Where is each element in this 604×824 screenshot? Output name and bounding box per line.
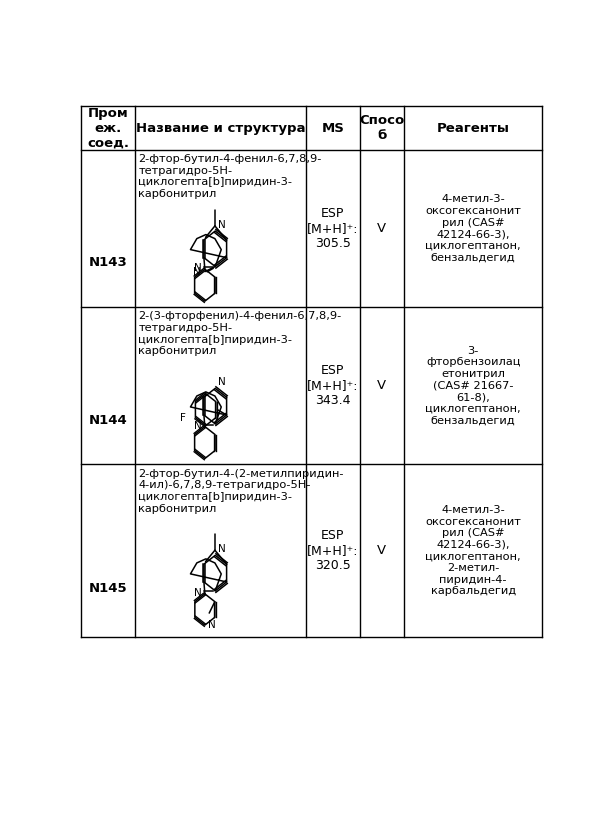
Text: 3-
фторбензоилац
етонитрил
(CAS# 21667-
61-8),
циклогептанон,
бензальдегид: 3- фторбензоилац етонитрил (CAS# 21667- … bbox=[425, 346, 521, 425]
Text: 4-метил-3-
оксогексанонит
рил (CAS#
42124-66-3),
циклогептанон,
2-метил-
пиридин: 4-метил-3- оксогексанонит рил (CAS# 4212… bbox=[425, 505, 521, 597]
Text: Пром
еж.
соед.: Пром еж. соед. bbox=[87, 106, 129, 150]
Text: N: N bbox=[218, 220, 226, 230]
Text: 2-фтор-бутил-4-фенил-6,7,8,9-
тетрагидро-5Н-
циклогепта[b]пиридин-3-
карбонитрил: 2-фтор-бутил-4-фенил-6,7,8,9- тетрагидро… bbox=[138, 154, 321, 199]
Text: 2-фтор-бутил-4-(2-метилпиридин-
4-ил)-6,7,8,9-тетрагидро-5Н-
циклогепта[b]пириди: 2-фтор-бутил-4-(2-метилпиридин- 4-ил)-6,… bbox=[138, 469, 344, 513]
Text: 2-(3-фторфенил)-4-фенил-6,7,8,9-
тетрагидро-5Н-
циклогепта[b]пиридин-3-
карбонит: 2-(3-фторфенил)-4-фенил-6,7,8,9- тетраги… bbox=[138, 311, 341, 356]
Text: N143: N143 bbox=[89, 256, 127, 269]
Text: V: V bbox=[378, 544, 387, 557]
Text: N: N bbox=[218, 377, 226, 387]
Text: N: N bbox=[218, 544, 226, 554]
Text: Название и структура: Название и структура bbox=[136, 122, 305, 134]
Text: V: V bbox=[378, 379, 387, 392]
Text: N144: N144 bbox=[89, 414, 127, 427]
Text: 4-метил-3-
оксогексанонит
рил (CAS#
42124-66-3),
циклогептанон,
бензальдегид: 4-метил-3- оксогексанонит рил (CAS# 4212… bbox=[425, 194, 521, 262]
Text: ESP
[M+H]⁺:
320.5: ESP [M+H]⁺: 320.5 bbox=[307, 529, 358, 572]
Text: N: N bbox=[194, 421, 201, 431]
Text: N: N bbox=[194, 264, 201, 274]
Text: N: N bbox=[194, 588, 201, 597]
Text: F: F bbox=[180, 413, 186, 423]
Text: N: N bbox=[208, 620, 216, 630]
Text: Реагенты: Реагенты bbox=[437, 122, 510, 134]
Text: N145: N145 bbox=[89, 582, 127, 595]
Text: ESP
[M+H]⁺:
343.4: ESP [M+H]⁺: 343.4 bbox=[307, 364, 358, 407]
Text: V: V bbox=[378, 222, 387, 235]
Text: Спосо
б: Спосо б bbox=[359, 114, 405, 142]
Text: ESP
[M+H]⁺:
305.5: ESP [M+H]⁺: 305.5 bbox=[307, 207, 358, 250]
Text: MS: MS bbox=[321, 122, 344, 134]
Text: N: N bbox=[193, 267, 201, 277]
